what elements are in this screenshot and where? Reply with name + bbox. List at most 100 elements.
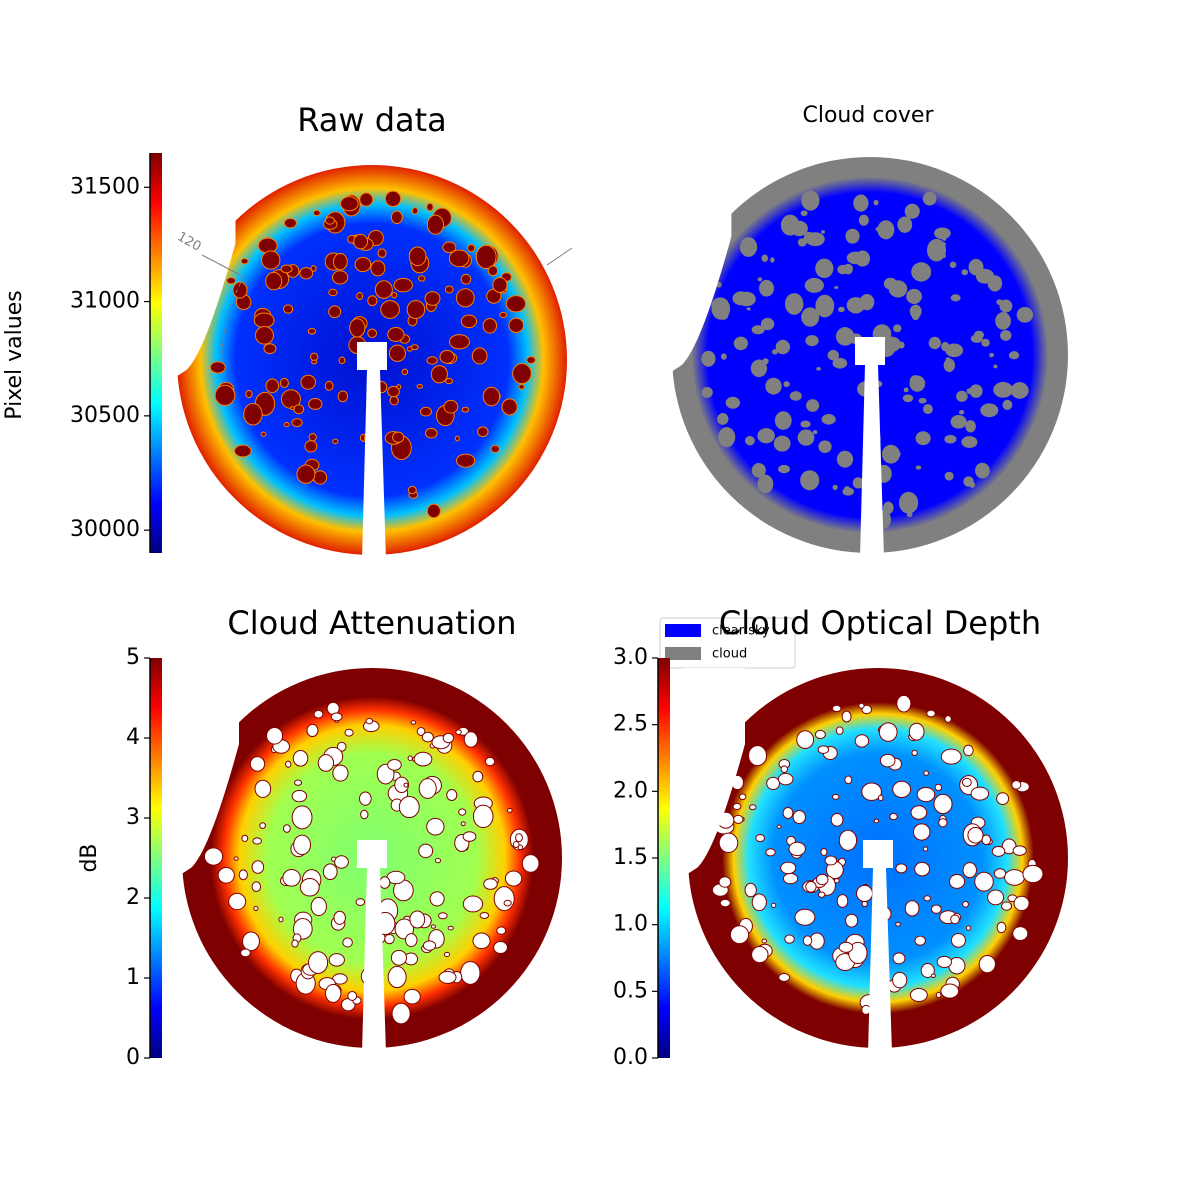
speckle (832, 357, 848, 369)
speckle (504, 870, 523, 887)
speckle (209, 361, 226, 374)
mask-wedge (357, 840, 387, 1053)
speckle (934, 227, 951, 240)
panel-title: Cloud Optical Depth (719, 604, 1041, 642)
speckle (482, 318, 498, 334)
speckle (911, 262, 932, 282)
speckle (718, 876, 732, 888)
speckle (792, 809, 806, 825)
speckle (312, 470, 328, 485)
speckle (701, 386, 713, 398)
speckle (711, 298, 731, 320)
speckle (389, 395, 399, 406)
colorbar-label: dB (77, 843, 102, 872)
speckle (802, 935, 813, 946)
speckle (969, 384, 983, 398)
speckle (347, 990, 358, 1001)
colorbar-tick-label: 0.5 (613, 978, 648, 1003)
speckle (293, 404, 305, 415)
mask-wedge (855, 337, 885, 558)
speckle (226, 277, 237, 285)
speckle (896, 694, 912, 713)
speckle (909, 304, 922, 319)
speckle (733, 336, 749, 351)
speckle (965, 925, 971, 931)
speckle (515, 833, 523, 843)
speckle (472, 932, 491, 950)
speckle (292, 749, 309, 767)
speckle (291, 805, 313, 830)
mask-cutout (177, 668, 239, 877)
speckle (249, 756, 266, 772)
speckle (254, 779, 272, 798)
speckle (766, 776, 780, 790)
speckle (418, 843, 434, 859)
speckle (838, 306, 845, 313)
speckle (308, 397, 323, 410)
speckle (308, 433, 317, 442)
speckle (228, 892, 247, 911)
speckle (342, 937, 353, 948)
speckle (732, 291, 750, 306)
speckle (933, 793, 953, 815)
panel-title: Raw data (297, 101, 447, 139)
speckle (782, 806, 794, 819)
speckle (238, 869, 248, 881)
speckle (923, 770, 929, 776)
speckle (259, 822, 266, 829)
speckle (330, 712, 343, 722)
speckle (299, 878, 320, 897)
speckle (701, 350, 716, 367)
speckle (748, 745, 768, 767)
speckle (835, 726, 844, 735)
speckle (463, 731, 479, 748)
image-panel (683, 668, 1068, 1053)
speckle (975, 462, 990, 479)
speckle (426, 214, 445, 235)
speckle (999, 299, 1013, 313)
mask-cutout (683, 668, 745, 877)
speckle (458, 808, 467, 816)
speckle (1002, 399, 1013, 411)
speckle (973, 330, 985, 339)
mask-cutout (667, 157, 732, 375)
speckle (462, 831, 477, 842)
speckle (784, 934, 795, 944)
speckle (217, 866, 235, 884)
speckle (1012, 845, 1027, 856)
speckle (266, 726, 284, 745)
speckle (923, 895, 931, 902)
speckle (429, 891, 445, 907)
speckle (1001, 901, 1013, 911)
speckle (332, 438, 339, 445)
speckle (490, 444, 500, 454)
speckle (789, 391, 802, 401)
speckle (232, 281, 248, 299)
speckle (477, 426, 489, 438)
speckle (355, 898, 366, 906)
speckle (961, 436, 978, 449)
speckle (938, 818, 948, 828)
speckle (775, 339, 791, 355)
speckle (898, 491, 919, 514)
speckle (294, 779, 303, 786)
speckle (387, 326, 405, 342)
speckle (838, 829, 858, 851)
speckle (978, 954, 996, 974)
speckle (838, 941, 854, 953)
speckle (422, 940, 437, 951)
speckle (877, 794, 884, 802)
speckle (426, 503, 441, 519)
speckle (941, 237, 947, 241)
speckle (961, 269, 969, 276)
speckle (918, 397, 927, 404)
speckle (987, 889, 1005, 906)
speckle (291, 939, 299, 948)
speckle (241, 834, 249, 842)
speckle (749, 804, 757, 811)
speckle (940, 748, 962, 765)
speckle (996, 792, 1010, 805)
speckle (765, 848, 776, 857)
speckle (240, 948, 251, 958)
speckle (300, 374, 317, 390)
